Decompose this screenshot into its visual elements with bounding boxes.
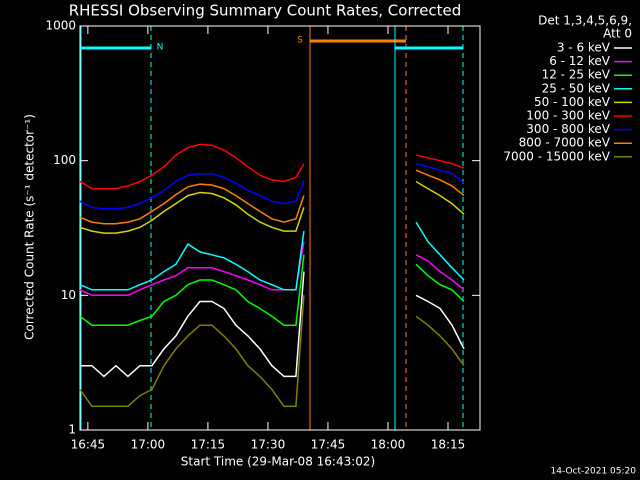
legend-label: 3 - 6 keV xyxy=(557,41,611,55)
x-tick-label: 16:45 xyxy=(71,438,106,452)
legend-label: 100 - 300 keV xyxy=(526,109,610,123)
legend-label: 50 - 100 keV xyxy=(534,95,611,109)
series-line xyxy=(79,221,465,291)
legend-label: 7000 - 15000 keV xyxy=(503,149,610,163)
y-tick-label: 10 xyxy=(61,288,76,302)
series-line xyxy=(79,180,465,234)
legend-label: 300 - 800 keV xyxy=(526,122,610,136)
series-line xyxy=(79,271,465,378)
series-line xyxy=(79,169,465,225)
legend-label: 6 - 12 keV xyxy=(549,54,611,68)
series-line xyxy=(79,254,465,326)
x-tick-label: 17:45 xyxy=(311,438,346,452)
y-axis-label: Corrected Count Rate (s⁻¹ detector⁻¹) xyxy=(23,114,37,340)
y-tick-label: 1000 xyxy=(45,19,76,33)
x-tick-label: 18:15 xyxy=(431,438,466,452)
series-line xyxy=(79,295,465,408)
x-tick-label: 17:30 xyxy=(251,438,286,452)
legend-header: Att 0 xyxy=(603,27,632,41)
footer: 14-Oct-2021 05:20 xyxy=(551,467,637,477)
annotation: S xyxy=(297,36,303,46)
x-axis-label: Start Time (29-Mar-08 16:43:02) xyxy=(181,455,375,469)
x-tick-label: 18:00 xyxy=(371,438,406,452)
annotation: N xyxy=(157,43,164,53)
x-tick-label: 17:00 xyxy=(131,438,166,452)
legend-header: Det 1,3,4,5,6,9, xyxy=(538,14,632,28)
legend-label: 25 - 50 keV xyxy=(542,81,611,95)
series-line xyxy=(79,241,465,297)
series-line xyxy=(79,143,465,190)
series-line xyxy=(79,162,465,210)
legend-label: 800 - 7000 keV xyxy=(519,136,611,150)
y-tick-label: 100 xyxy=(53,153,76,167)
y-tick-label: 1 xyxy=(68,423,76,437)
x-tick-label: 17:15 xyxy=(191,438,226,452)
chart-title: RHESSI Observing Summary Count Rates, Co… xyxy=(69,2,462,20)
flag-bars xyxy=(80,26,464,430)
legend-label: 12 - 25 keV xyxy=(542,68,611,82)
